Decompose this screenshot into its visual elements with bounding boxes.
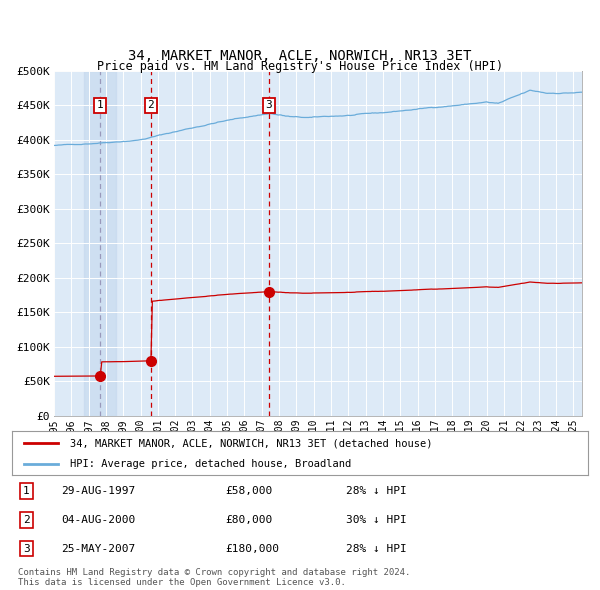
- Bar: [85, 71, 116, 416]
- Text: £180,000: £180,000: [225, 543, 279, 553]
- Text: Contains HM Land Registry data © Crown copyright and database right 2024.: Contains HM Land Registry data © Crown c…: [18, 568, 410, 577]
- Text: Price paid vs. HM Land Registry's House Price Index (HPI): Price paid vs. HM Land Registry's House …: [97, 60, 503, 73]
- Text: 34, MARKET MANOR, ACLE, NORWICH, NR13 3ET (detached house): 34, MARKET MANOR, ACLE, NORWICH, NR13 3E…: [70, 438, 432, 448]
- Text: £80,000: £80,000: [225, 515, 272, 525]
- Text: 28% ↓ HPI: 28% ↓ HPI: [346, 543, 407, 553]
- Text: 1: 1: [23, 486, 30, 496]
- Text: 04-AUG-2000: 04-AUG-2000: [61, 515, 135, 525]
- Text: This data is licensed under the Open Government Licence v3.0.: This data is licensed under the Open Gov…: [18, 578, 346, 588]
- Text: HPI: Average price, detached house, Broadland: HPI: Average price, detached house, Broa…: [70, 459, 351, 469]
- Text: 3: 3: [265, 100, 272, 110]
- Text: 30% ↓ HPI: 30% ↓ HPI: [346, 515, 407, 525]
- Text: 25-MAY-2007: 25-MAY-2007: [61, 543, 135, 553]
- Text: 2: 2: [148, 100, 154, 110]
- Text: 28% ↓ HPI: 28% ↓ HPI: [346, 486, 407, 496]
- Text: 2: 2: [23, 515, 30, 525]
- Text: 34, MARKET MANOR, ACLE, NORWICH, NR13 3ET: 34, MARKET MANOR, ACLE, NORWICH, NR13 3E…: [128, 49, 472, 63]
- Text: 1: 1: [97, 100, 103, 110]
- Text: £58,000: £58,000: [225, 486, 272, 496]
- Text: 29-AUG-1997: 29-AUG-1997: [61, 486, 135, 496]
- Text: 3: 3: [23, 543, 30, 553]
